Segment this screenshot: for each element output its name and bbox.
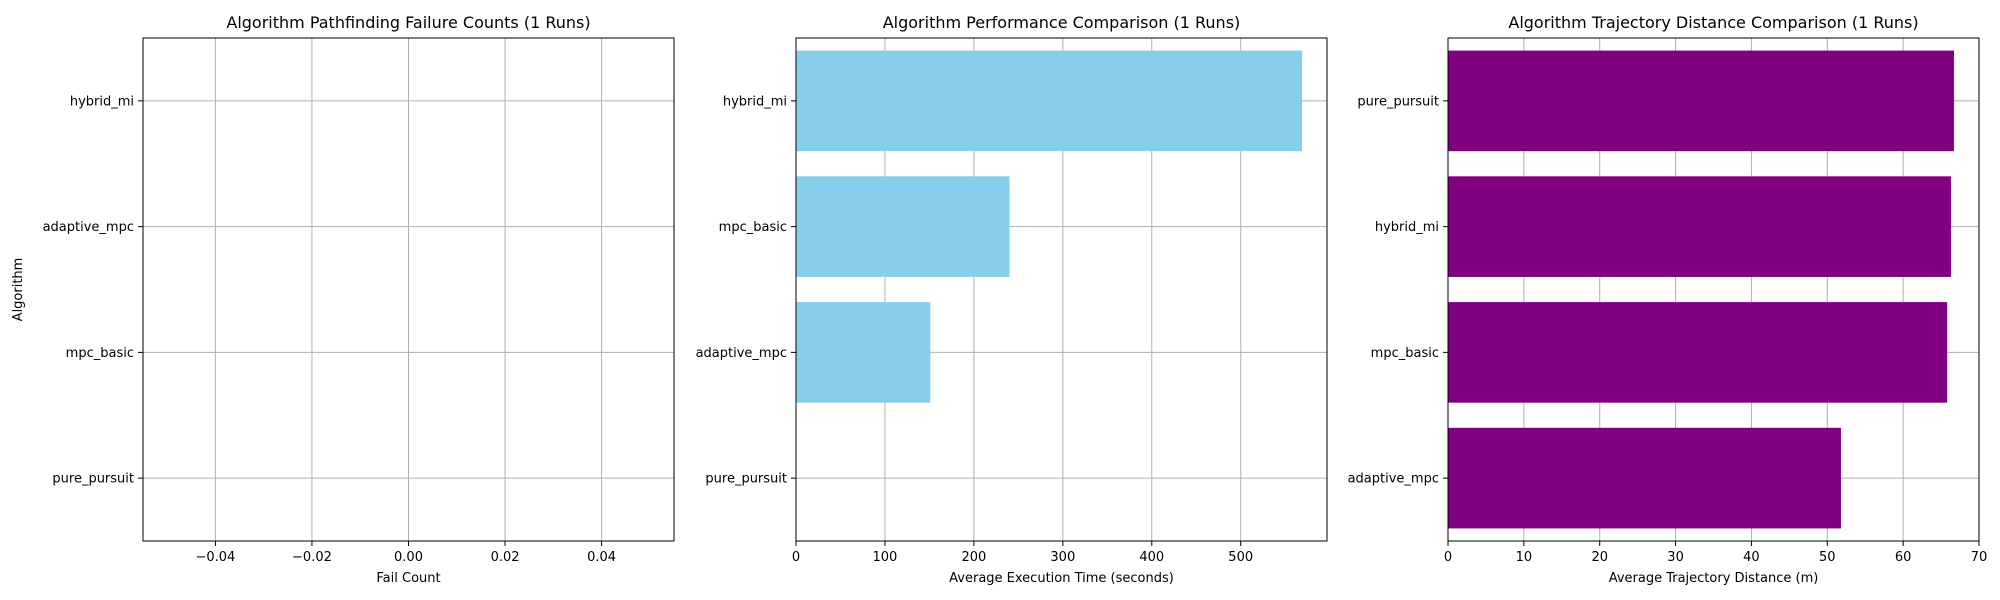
chart-panel-2: 0 100 200 300 400 500 hybrid_mi mpc_basicadapti…	[696, 13, 1328, 586]
x-tick-label: 0.00	[394, 550, 423, 565]
y-axis-label: Algorithm	[11, 258, 26, 322]
y-tick-label: adaptive_mpc	[43, 220, 134, 235]
chart-panel-1: −0.04 −0.02 0.00 0.02 0.04 hybrid_mi adaptive_…	[11, 13, 675, 586]
y-tick-label: pure_pursuit	[1357, 94, 1439, 109]
x-tick-label: −0.04	[195, 550, 235, 565]
y-tick-label: mpc_basic	[719, 220, 787, 235]
bar-pure_pursuit	[1448, 50, 1954, 152]
bar-hybrid_mi	[796, 50, 1303, 152]
x-tick-label: 0.02	[491, 550, 520, 565]
x-tick-label: 0	[1444, 550, 1452, 565]
y-tick-label: mpc_basic	[1371, 346, 1439, 361]
plot-frame	[1447, 37, 1980, 542]
y-tick-label: pure_pursuit	[705, 472, 787, 487]
x-tick-label: 50	[1819, 550, 1836, 565]
chart-panel-3: 0 10 20 30 40 50 60 70 pure_pursuit hybrid_mi mpc_…	[1348, 13, 1988, 586]
x-tick-label: 40	[1743, 550, 1760, 565]
x-tick-label: 10	[1516, 550, 1533, 565]
y-tick-label: hybrid_mi	[70, 94, 134, 109]
x-axis-label: Average Execution Time (seconds)	[949, 571, 1174, 586]
y-tick-label: pure_pursuit	[52, 472, 134, 487]
x-tick-label: −0.02	[292, 550, 332, 565]
y-tick-label: adaptive_mpc	[696, 346, 787, 361]
y-tick-label: hybrid_mi	[723, 94, 787, 109]
x-axis-label: Average Trajectory Distance (m)	[1609, 571, 1819, 586]
x-tick-label: 70	[1971, 550, 1988, 565]
x-tick-label: 500	[1228, 550, 1253, 565]
y-tick-label: hybrid_mi	[1375, 220, 1439, 235]
x-tick-label: 30	[1667, 550, 1684, 565]
bar-adaptive_mpc	[1448, 427, 1841, 529]
x-tick-label: 0.04	[587, 550, 616, 565]
x-tick-label: 300	[1050, 550, 1075, 565]
bar-mpc_basic	[796, 176, 1010, 277]
x-tick-label: 200	[961, 550, 986, 565]
chart-title: Algorithm Pathfinding Failure Counts (1 …	[226, 13, 590, 32]
bar-mpc_basic	[1448, 302, 1948, 403]
y-tick-label: mpc_basic	[66, 346, 134, 361]
x-tick-label: 0	[792, 550, 800, 565]
plot-frame	[795, 37, 1328, 542]
y-tick-label: adaptive_mpc	[1348, 472, 1439, 487]
x-tick-label: 100	[873, 550, 898, 565]
x-tick-label: 20	[1591, 550, 1608, 565]
x-axis-label: Fail Count	[376, 571, 440, 586]
chart-title: Algorithm Performance Comparison (1 Runs…	[883, 13, 1241, 32]
chart-title: Algorithm Trajectory Distance Comparison…	[1508, 13, 1918, 32]
x-tick-label: 400	[1139, 550, 1164, 565]
x-tick-label: 60	[1895, 550, 1912, 565]
charts-root: −0.04 −0.02 0.00 0.02 0.04 hybrid_mi adaptive_…	[11, 13, 1987, 586]
bar-hybrid_mi	[1448, 176, 1951, 277]
bar-adaptive_mpc	[796, 302, 931, 403]
